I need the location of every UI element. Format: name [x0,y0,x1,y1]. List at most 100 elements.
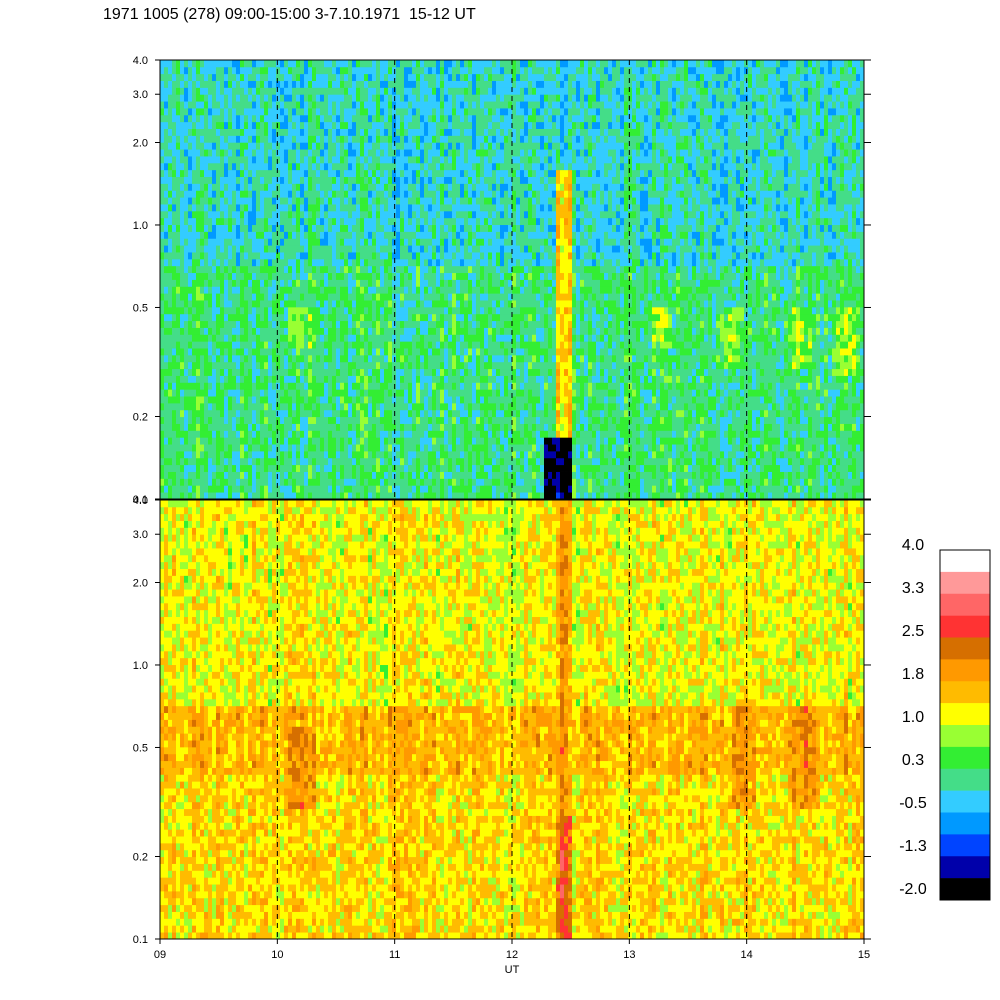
heatmap-cell [188,464,193,472]
heatmap-cell [448,471,453,479]
heatmap-cell [460,121,465,129]
heatmap-cell [208,128,213,136]
heatmap-cell [324,341,329,349]
heatmap-cell [204,142,209,150]
heatmap-cell [176,478,181,486]
heatmap-cell [340,272,345,280]
heatmap-cell [360,423,365,431]
heatmap-cell [452,101,457,109]
heatmap-cell [424,409,429,418]
heatmap-cell [340,128,345,136]
heatmap-cell [184,430,189,438]
heatmap-cell [368,457,373,466]
heatmap-cell [264,176,269,184]
heatmap-cell [316,457,321,466]
heatmap-cell [460,293,465,301]
heatmap-cell [208,169,213,178]
heatmap-cell [320,313,325,322]
heatmap-cell [264,396,269,404]
heatmap-cell [256,485,261,493]
heatmap-cell [468,224,473,232]
heatmap-cell [288,87,293,95]
heatmap-cell [464,389,469,397]
heatmap-cell [372,94,377,102]
heatmap-cell [196,272,201,280]
heatmap-cell [300,450,305,459]
heatmap-cell [456,94,461,102]
heatmap-cell [268,108,273,116]
heatmap-cell [320,416,325,424]
heatmap-cell [316,389,321,397]
heatmap-cell [432,231,437,239]
heatmap-cell [244,94,249,102]
heatmap-cell [276,176,281,184]
heatmap-cell [184,471,189,479]
heatmap-cell [236,204,241,212]
heatmap-cell [312,197,317,205]
heatmap-cell [248,306,253,315]
heatmap-cell [288,409,293,418]
heatmap-cell [284,444,289,452]
heatmap-cell [364,361,369,370]
heatmap-cell [456,128,461,136]
heatmap-cell [284,94,289,102]
heatmap-cell [340,478,345,486]
heatmap-cell [348,430,353,438]
heatmap-cell [460,354,465,363]
heatmap-cell [176,108,181,116]
heatmap-cell [468,348,473,356]
heatmap-cell [320,272,325,280]
heatmap-cell [336,73,341,81]
heatmap-cell [452,375,457,383]
heatmap-cell [264,94,269,102]
heatmap-cell [432,444,437,452]
heatmap-cell [300,210,305,219]
heatmap-cell [200,169,205,178]
heatmap-cell [300,114,305,123]
heatmap-cell [216,334,221,342]
heatmap-cell [204,176,209,184]
heatmap-cell [236,197,241,205]
heatmap-cell [336,60,341,68]
heatmap-cell [464,87,469,95]
heatmap-cell [324,101,329,109]
heatmap-cell [304,361,309,370]
heatmap-cell [228,402,233,411]
heatmap-cell [464,156,469,164]
heatmap-cell [344,300,349,308]
heatmap-cell [220,66,225,75]
heatmap-cell [456,279,461,287]
heatmap-cell [404,348,409,356]
heatmap-cell [456,80,461,88]
heatmap-cell [372,430,377,438]
heatmap-cell [304,478,309,486]
heatmap-cell [180,478,185,486]
heatmap-cell [440,128,445,136]
heatmap-cell [332,485,337,493]
heatmap-cell [464,60,469,68]
heatmap-cell [372,348,377,356]
heatmap-cell [212,471,217,479]
heatmap-cell [436,471,441,479]
heatmap-cell [164,114,169,123]
heatmap-cell [292,169,297,178]
heatmap-cell [384,80,389,88]
heatmap-cell [356,258,361,267]
heatmap-cell [348,348,353,356]
heatmap-cell [248,492,253,499]
heatmap-cell [452,183,457,191]
heatmap-cell [288,437,293,445]
heatmap-cell [356,66,361,75]
heatmap-cell [360,149,365,157]
heatmap-cell [464,492,469,499]
heatmap-cell [244,464,249,472]
heatmap-cell [376,375,381,383]
heatmap-cell [280,327,285,335]
heatmap-cell [200,176,205,184]
heatmap-cell [160,437,165,445]
heatmap-cell [256,306,261,315]
heatmap-cell [364,258,369,267]
heatmap-cell [460,224,465,232]
heatmap-cell [384,258,389,267]
heatmap-cell [168,245,173,253]
